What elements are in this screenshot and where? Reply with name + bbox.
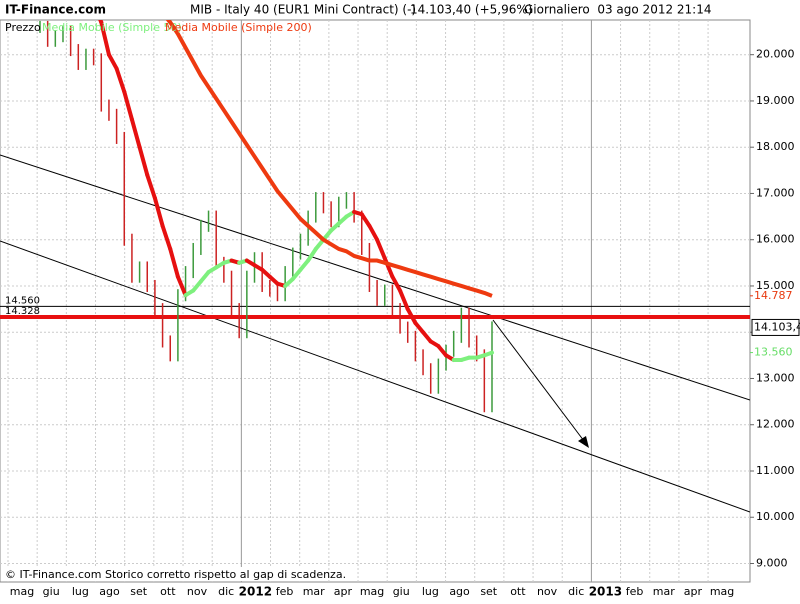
y-tick-label: 13.000	[756, 371, 795, 384]
y-tick-label: 16.000	[756, 233, 795, 246]
plot-frame	[0, 19, 751, 583]
x-tick-label: mar	[653, 585, 675, 598]
x-tick-label: set	[480, 585, 497, 598]
ma50-segment	[482, 350, 494, 358]
grid	[0, 20, 750, 582]
x-tick-label: mag	[710, 585, 734, 598]
level-label: 14.328	[5, 306, 40, 317]
ma50-segment	[405, 307, 418, 325]
ma50-segment	[298, 258, 311, 272]
ma50-segment	[313, 237, 326, 251]
x-tick-label: feb	[276, 585, 294, 598]
y-tick-label: 10.000	[756, 510, 795, 523]
x-tick-label: ott	[160, 585, 176, 598]
x-tick-label: nov	[537, 585, 558, 598]
x-tick-label: 2012	[239, 585, 272, 599]
ma50-segment	[129, 117, 142, 150]
x-tick-label: mag	[10, 585, 34, 598]
x-tick-label: mar	[303, 585, 325, 598]
y-tick-label: 17.000	[756, 186, 795, 199]
x-tick-label: set	[130, 585, 147, 598]
x-tick-label: apr	[684, 585, 703, 598]
ma200-line	[165, 20, 493, 298]
ma50-segment	[421, 330, 433, 344]
ma50-segment	[114, 66, 127, 94]
last-value-label: 14.103,4	[754, 320, 800, 333]
ma50-segment	[306, 246, 318, 263]
ma50-segment	[436, 344, 449, 358]
y-tick-label: 11.000	[756, 464, 795, 477]
trendline	[0, 240, 750, 513]
ma50-segment	[106, 52, 119, 71]
ma50-segment	[413, 320, 426, 335]
x-tick-label: ago	[99, 585, 120, 598]
ma50-segment	[168, 246, 180, 279]
ma50-segment	[290, 267, 303, 282]
ma50-segment	[145, 172, 157, 201]
legend-entry: Prezzo	[5, 21, 41, 34]
legend-entry: Media Mobile (Simple 200)	[165, 21, 312, 34]
ma50-segment	[99, 20, 111, 57]
x-tick-label: ago	[449, 585, 470, 598]
period: Giornaliero 03 ago 2012 21:14	[524, 3, 712, 17]
y-tick-label: 18.000	[756, 140, 795, 153]
x-tick-label: dic	[218, 585, 234, 598]
ma50-segment	[160, 223, 173, 251]
ma50-segment	[398, 288, 410, 312]
x-tick-label: lug	[72, 585, 89, 598]
arrow	[492, 319, 585, 442]
instrument: MIB - Italy 40 (EUR1 Mini Contract) (-)	[190, 3, 416, 17]
x-tick-label: lug	[422, 585, 439, 598]
y-tick-label: 15.000	[756, 279, 795, 292]
last-value-label: 13.560	[754, 346, 793, 359]
ma50-segment	[390, 274, 403, 293]
last-value-label: 14.787	[754, 289, 793, 302]
note: © IT-Finance.com Storico corretto rispet…	[5, 568, 346, 581]
ma50-segment	[191, 279, 203, 293]
x-tick-label: dic	[568, 585, 584, 598]
last-price-box	[751, 318, 800, 336]
legend-entry: Media Mobile (Simple 50)	[42, 21, 182, 34]
quote: 14.103,40 (+5,96%)	[410, 3, 532, 17]
y-tick-label: 9.000	[756, 556, 788, 569]
x-tick-label: apr	[334, 585, 353, 598]
y-tick-label: 20.000	[756, 48, 795, 61]
ma50-segment	[367, 223, 380, 242]
series	[39, 20, 494, 413]
x-tick-label: giu	[43, 585, 60, 598]
ma50-segment	[359, 212, 372, 228]
y-tick-label: 19.000	[756, 94, 795, 107]
arrow-head	[578, 436, 589, 448]
ma50-segment	[198, 270, 211, 284]
x-tick-label: mag	[360, 585, 384, 598]
x-tick-label: 2013	[589, 585, 622, 599]
ma50-segment	[122, 89, 134, 122]
note-bg	[2, 567, 308, 581]
ma50-segment	[175, 274, 188, 298]
y-tick-label: 12.000	[756, 418, 795, 431]
ma50-segment	[137, 145, 150, 177]
level-label: 14.560	[5, 295, 40, 306]
x-tick-label: feb	[626, 585, 644, 598]
site-name: IT-Finance.com	[5, 3, 106, 17]
ma50-segment	[152, 196, 165, 228]
ma50-segment	[375, 237, 387, 261]
x-tick-label: giu	[393, 585, 410, 598]
x-tick-label: nov	[187, 585, 208, 598]
x-tick-label: ott	[510, 585, 526, 598]
